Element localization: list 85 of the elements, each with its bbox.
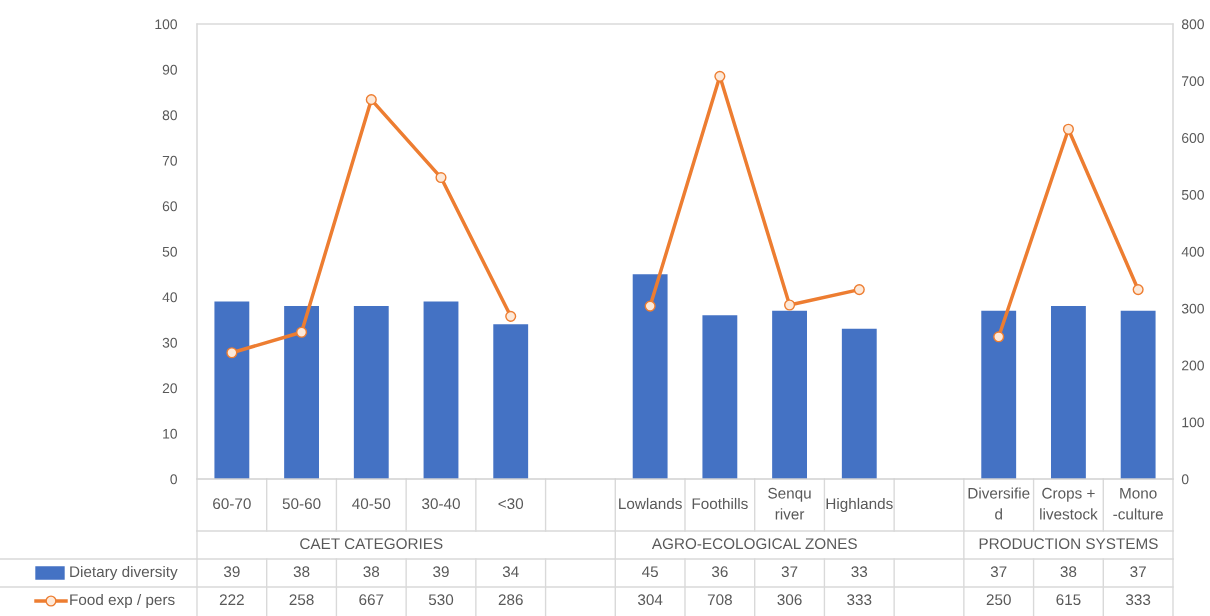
x-tick-label: Lowlands (619, 497, 682, 510)
text: PRODUCTION SYSTEMS (979, 538, 1158, 550)
data-label: 33 (851, 566, 868, 578)
bar (284, 306, 319, 479)
data-label: 222 (219, 594, 244, 605)
data-label: 530 (428, 594, 454, 606)
bar (981, 310, 1017, 479)
bar (1120, 310, 1156, 479)
y-tick-label: 60 (162, 201, 178, 212)
bar (214, 301, 250, 479)
data-label: 38 (293, 566, 310, 578)
data-label: 667 (359, 594, 384, 606)
y2-tick-label: 800 (1181, 19, 1204, 30)
y2-tick-label: 100 (1182, 417, 1204, 428)
y-tick-label: 40 (162, 292, 178, 303)
y-tick-label: 30 (162, 337, 178, 348)
bar (772, 310, 807, 479)
bar (493, 324, 529, 479)
data-label: 258 (289, 594, 314, 606)
bar (702, 315, 738, 479)
bar (632, 274, 668, 479)
data-label: 333 (847, 594, 872, 606)
text: CAET CATEGORIES (300, 538, 443, 550)
data-label: 38 (363, 566, 380, 578)
point (853, 284, 865, 296)
data-label: 34 (502, 566, 519, 578)
y2-tick-label: 0 (1181, 474, 1189, 485)
data-label: 333 (1125, 594, 1151, 606)
data-label: 36 (711, 566, 728, 578)
y-tick-label: 50 (162, 246, 178, 257)
point (1062, 123, 1074, 135)
point (714, 70, 726, 82)
data-label: 37 (1130, 566, 1146, 578)
x-tick-label: 50-60 (282, 498, 321, 510)
data-label: 45 (642, 566, 658, 578)
y-tick-label: 100 (155, 19, 178, 30)
y-tick-label: 0 (170, 474, 178, 485)
bar (1051, 306, 1086, 479)
point (993, 331, 1005, 343)
data-label: 708 (707, 594, 732, 606)
point (784, 299, 796, 311)
y-tick-label: 10 (163, 428, 178, 439)
x-tick-label: Foothills (692, 497, 748, 510)
y-tick-label: 70 (162, 155, 178, 166)
data-label: 615 (1056, 594, 1081, 606)
data-label: 250 (986, 594, 1011, 606)
y2-tick-label: 600 (1182, 133, 1204, 143)
data-label: 37 (990, 566, 1007, 578)
x-tick-label: <30 (498, 498, 524, 510)
point (365, 94, 377, 106)
data-label: 286 (498, 594, 523, 606)
y2-tick-label: 700 (1182, 76, 1204, 87)
point (644, 300, 656, 312)
bar (423, 301, 459, 479)
x-tick-label: Highlands (826, 497, 893, 513)
data-label: 37 (781, 566, 798, 578)
text: AGRO-ECOLOGICAL ZONES (651, 538, 857, 550)
bar (841, 328, 877, 479)
data-label: 304 (637, 594, 663, 606)
x-tick-label: 60-70 (213, 498, 251, 510)
y2-tick-label: 200 (1182, 360, 1204, 371)
x-tick-label: Crops + livestock (1040, 487, 1098, 520)
point (296, 326, 308, 338)
point (505, 310, 517, 322)
y-tick-label: 20 (162, 383, 178, 394)
point (435, 172, 447, 184)
data-label: 39 (223, 566, 240, 578)
x-tick-label: 30-40 (422, 498, 460, 510)
point (1132, 284, 1144, 296)
legend-label: Dietary diversity (70, 565, 178, 581)
x-tick-label: Diversifie d (968, 487, 1030, 520)
y-tick-label: 80 (162, 110, 178, 121)
x-tick-label: Senqu river (768, 487, 811, 520)
y2-tick-label: 300 (1181, 303, 1204, 314)
bar (353, 306, 389, 479)
legend-label: Food exp / pers (70, 593, 175, 609)
y-tick-label: 90 (162, 64, 178, 75)
y2-tick-label: 400 (1181, 246, 1204, 257)
point (226, 347, 238, 359)
data-label: 38 (1060, 566, 1077, 578)
x-tick-label: Mono -culture (1113, 488, 1163, 520)
x-tick-label: 40-50 (352, 498, 391, 510)
y2-tick-label: 500 (1181, 189, 1204, 200)
data-label: 306 (777, 594, 802, 606)
data-label: 39 (433, 566, 449, 578)
